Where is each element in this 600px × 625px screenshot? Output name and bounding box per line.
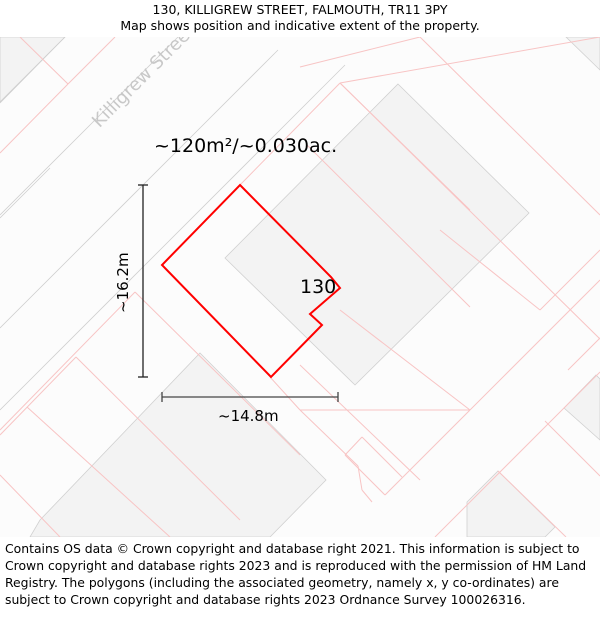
width-measure-label: ~14.8m: [218, 407, 279, 425]
building-bottom-right: [466, 470, 556, 537]
building-right-mid: [563, 374, 600, 441]
building-main: [224, 83, 530, 386]
building-top-right: [565, 37, 600, 71]
height-measure-label: ~16.2m: [114, 252, 132, 313]
property-map[interactable]: Killigrew Street ~120m²/~0.030ac. 130 ~1…: [0, 37, 600, 537]
building-bottom-left: [29, 352, 327, 537]
width-measure-bar: [161, 392, 339, 402]
attribution-footer: Contains OS data © Crown copyright and d…: [0, 537, 600, 625]
property-boundary: [160, 183, 342, 379]
parcel-boundaries: [0, 37, 600, 537]
map-description: Map shows position and indicative extent…: [120, 18, 480, 33]
street-edges: [0, 37, 346, 411]
height-measure-bar: [138, 184, 148, 378]
buildings: [0, 37, 600, 537]
map-canvas: [0, 37, 600, 537]
area-label: ~120m²/~0.030ac.: [154, 135, 338, 157]
map-header: 130, KILLIGREW STREET, FALMOUTH, TR11 3P…: [0, 0, 600, 37]
property-number-label: 130: [300, 276, 337, 298]
property-address-title: 130, KILLIGREW STREET, FALMOUTH, TR11 3P…: [152, 2, 448, 17]
attribution-text: Contains OS data © Crown copyright and d…: [5, 541, 587, 607]
